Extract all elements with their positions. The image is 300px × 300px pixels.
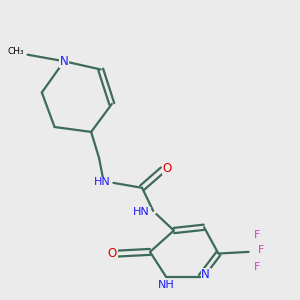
Text: F: F bbox=[254, 230, 260, 241]
Text: NH: NH bbox=[158, 280, 174, 290]
Text: F: F bbox=[257, 245, 264, 255]
Text: N: N bbox=[201, 268, 210, 281]
Text: F: F bbox=[254, 262, 260, 272]
Text: HN: HN bbox=[94, 177, 111, 187]
Text: O: O bbox=[108, 247, 117, 260]
Text: O: O bbox=[163, 162, 172, 175]
Text: N: N bbox=[60, 55, 68, 68]
Text: CH₃: CH₃ bbox=[8, 47, 24, 56]
Text: HN: HN bbox=[133, 208, 150, 218]
